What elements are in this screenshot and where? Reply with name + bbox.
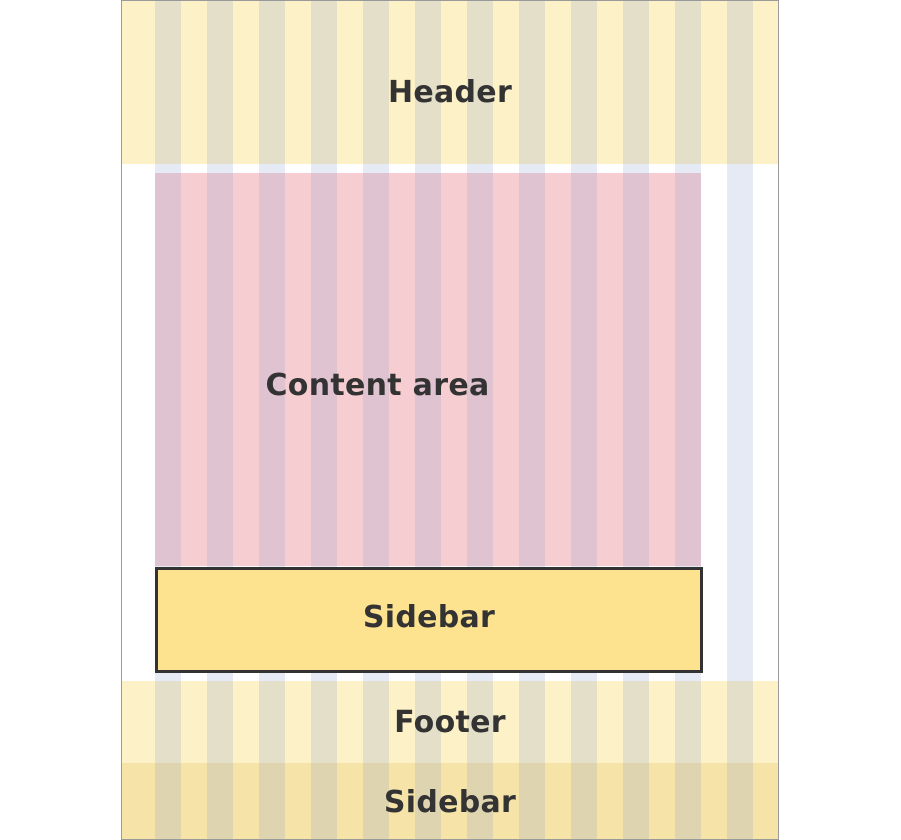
sidebar-bottom-region xyxy=(122,763,778,839)
footer-region xyxy=(122,681,778,763)
sidebar-main-region xyxy=(155,567,703,673)
header-region xyxy=(122,1,778,164)
layout-frame: Header Content area Sidebar Footer Sideb… xyxy=(121,0,779,840)
content-area-region xyxy=(155,173,701,566)
